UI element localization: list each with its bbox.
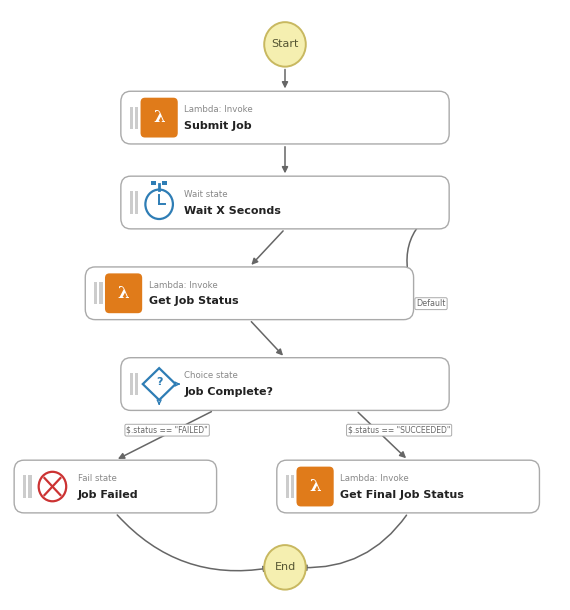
Bar xyxy=(129,107,133,129)
Text: Job Complete?: Job Complete? xyxy=(184,387,274,397)
Text: $.status == "FAILED": $.status == "FAILED" xyxy=(127,426,208,435)
FancyBboxPatch shape xyxy=(121,92,449,144)
Bar xyxy=(129,373,133,395)
Text: Wait X Seconds: Wait X Seconds xyxy=(184,206,281,216)
Bar xyxy=(23,475,26,498)
Text: $.status == "SUCCEEDED": $.status == "SUCCEEDED" xyxy=(348,426,450,435)
Text: λ: λ xyxy=(309,478,321,495)
Text: Lambda: Invoke: Lambda: Invoke xyxy=(340,474,409,483)
Text: Default: Default xyxy=(416,299,446,308)
FancyBboxPatch shape xyxy=(14,460,217,513)
Text: λ: λ xyxy=(153,109,165,126)
Text: Choice state: Choice state xyxy=(184,371,238,381)
Bar xyxy=(152,181,156,185)
Text: Start: Start xyxy=(271,40,299,49)
FancyBboxPatch shape xyxy=(105,273,142,313)
Bar xyxy=(135,107,139,129)
Text: Lambda: Invoke: Lambda: Invoke xyxy=(184,105,253,114)
Text: Wait state: Wait state xyxy=(184,190,228,199)
Bar xyxy=(135,373,139,395)
Text: Lambda: Invoke: Lambda: Invoke xyxy=(149,281,218,290)
FancyBboxPatch shape xyxy=(141,98,178,137)
FancyBboxPatch shape xyxy=(121,357,449,411)
Bar xyxy=(100,282,103,304)
Text: Get Final Job Status: Get Final Job Status xyxy=(340,490,464,500)
Bar xyxy=(135,192,139,213)
Circle shape xyxy=(264,545,306,590)
FancyBboxPatch shape xyxy=(121,176,449,229)
Text: Fail state: Fail state xyxy=(78,474,116,483)
FancyBboxPatch shape xyxy=(296,467,333,506)
Text: ?: ? xyxy=(156,377,162,387)
Text: Get Job Status: Get Job Status xyxy=(149,296,238,306)
Bar xyxy=(286,475,289,498)
Text: End: End xyxy=(274,562,296,572)
Bar xyxy=(291,475,294,498)
FancyBboxPatch shape xyxy=(86,267,414,320)
FancyBboxPatch shape xyxy=(277,460,539,513)
Circle shape xyxy=(264,22,306,66)
Bar xyxy=(94,282,97,304)
Text: λ: λ xyxy=(117,285,129,302)
Bar xyxy=(162,181,167,185)
Text: Submit Job: Submit Job xyxy=(184,121,252,131)
Bar xyxy=(28,475,32,498)
Text: Job Failed: Job Failed xyxy=(78,490,139,500)
Bar xyxy=(129,192,133,213)
